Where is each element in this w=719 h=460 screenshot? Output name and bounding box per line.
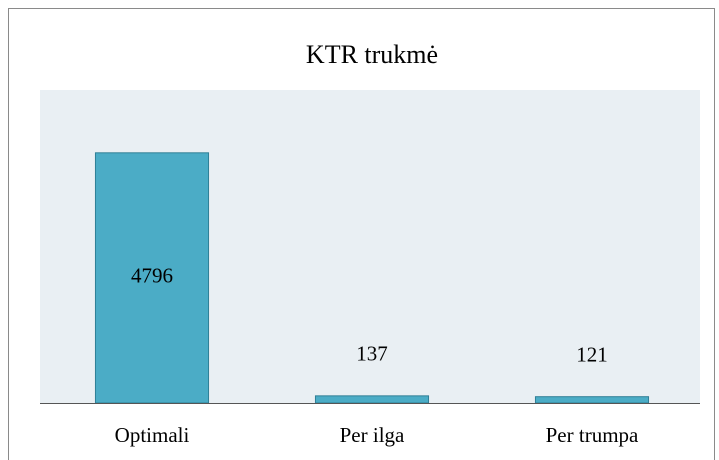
data-label: 121: [576, 343, 608, 367]
data-label: 137: [356, 342, 388, 366]
bar: [314, 395, 430, 404]
bar: [534, 396, 650, 404]
x-tick-label: Per trumpa: [546, 423, 639, 447]
x-tick-label: Per ilga: [340, 423, 405, 447]
chart-title: KTR trukmė: [306, 40, 438, 69]
data-label: 4796: [131, 264, 173, 288]
x-tick-label: Optimali: [115, 423, 190, 447]
